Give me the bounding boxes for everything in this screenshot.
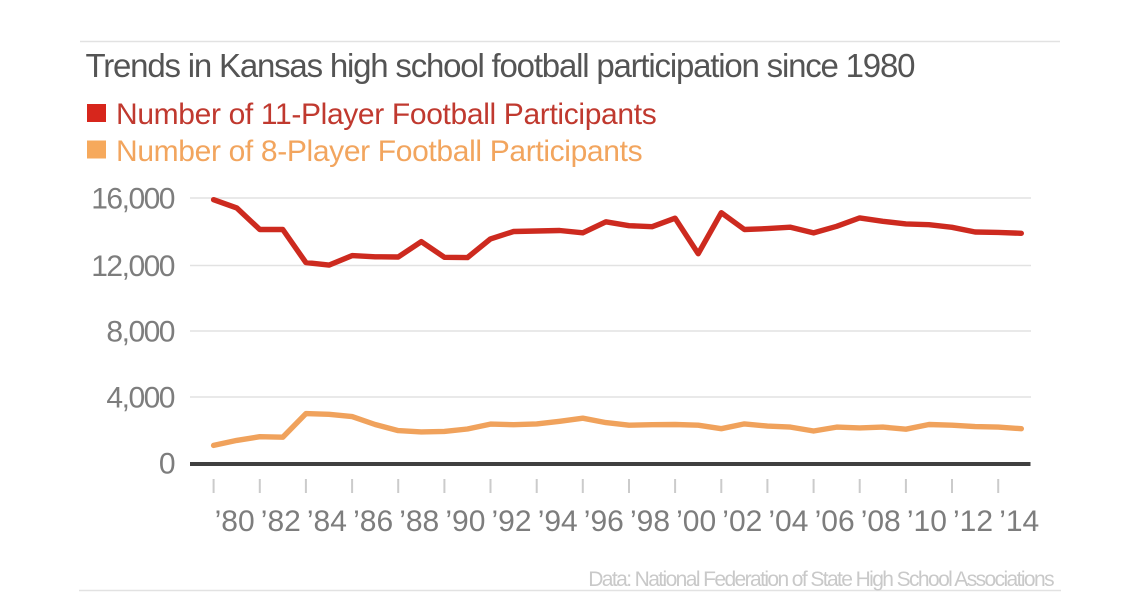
svg-text:’82: ’82 <box>261 505 301 538</box>
svg-text:’84: ’84 <box>307 505 347 538</box>
svg-text:4,000: 4,000 <box>106 381 174 414</box>
svg-text:’86: ’86 <box>353 505 393 538</box>
svg-text:’00: ’00 <box>676 505 716 538</box>
svg-text:0: 0 <box>159 447 175 480</box>
svg-text:’08: ’08 <box>861 505 901 538</box>
svg-text:’94: ’94 <box>538 505 578 538</box>
svg-text:’90: ’90 <box>445 505 485 538</box>
svg-text:’96: ’96 <box>584 505 624 538</box>
svg-text:’04: ’04 <box>768 505 808 538</box>
svg-text:Trends in Kansas high school f: Trends in Kansas high school football pa… <box>86 47 916 84</box>
svg-text:’98: ’98 <box>630 505 670 538</box>
svg-text:12,000: 12,000 <box>91 250 175 283</box>
svg-text:16,000: 16,000 <box>91 182 175 215</box>
svg-text:’06: ’06 <box>815 505 855 538</box>
svg-text:Number of 11-Player Football P: Number of 11-Player Football Participant… <box>116 98 656 131</box>
svg-text:’88: ’88 <box>399 505 439 538</box>
svg-text:’80: ’80 <box>215 505 255 538</box>
svg-text:’02: ’02 <box>722 505 762 538</box>
svg-text:Data: National Federation of S: Data: National Federation of State High … <box>588 568 1054 591</box>
svg-text:Number of 8-Player Football Pa: Number of 8-Player Football Participants <box>116 135 642 168</box>
svg-text:’10: ’10 <box>907 505 947 538</box>
svg-text:8,000: 8,000 <box>106 315 174 348</box>
svg-text:’12: ’12 <box>953 505 993 538</box>
svg-text:’14: ’14 <box>999 505 1039 538</box>
svg-text:’92: ’92 <box>492 505 532 538</box>
